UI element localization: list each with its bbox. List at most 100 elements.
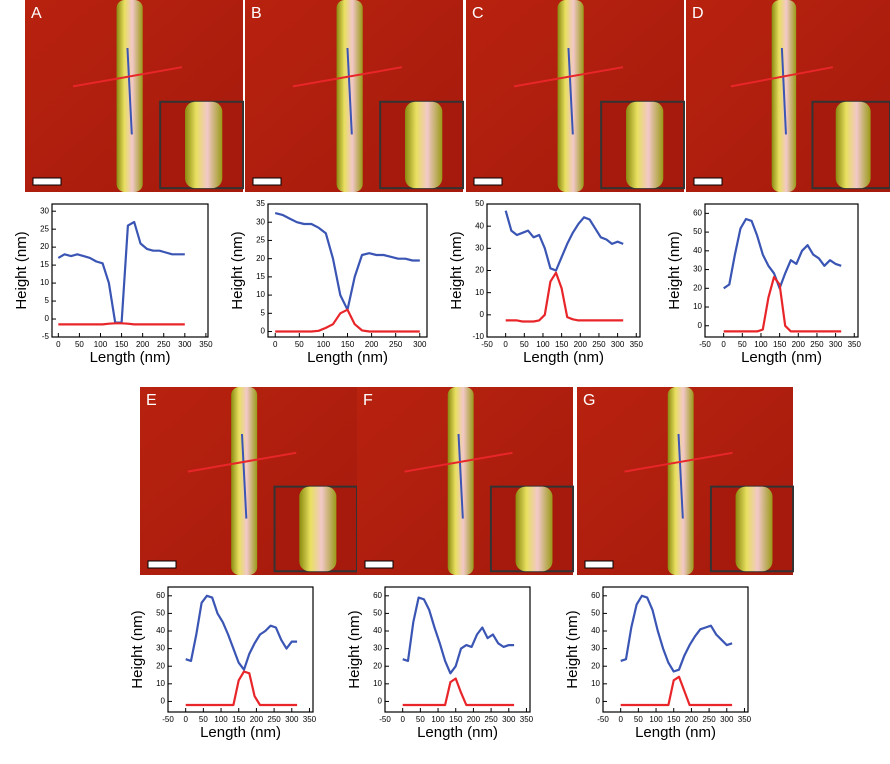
x-tick-label: 300 (413, 340, 427, 349)
profile-across (624, 451, 733, 473)
x-tick-label: 200 (792, 340, 806, 349)
x-tick-label: 350 (303, 715, 317, 724)
profile-across (292, 66, 403, 88)
profile-line (275, 308, 420, 333)
y-tick-label: 0 (161, 697, 166, 706)
scale-bar (584, 560, 614, 569)
y-axis-label: Height (nm) (229, 231, 246, 309)
x-tick-label: 200 (250, 715, 264, 724)
profile-across (513, 66, 624, 88)
y-tick-label: 10 (373, 679, 382, 688)
x-tick-label: 150 (773, 340, 787, 349)
x-tick-label: 50 (295, 340, 304, 349)
x-tick-label: 150 (555, 340, 569, 349)
inset-fiber (405, 101, 443, 189)
profile-line (620, 594, 733, 673)
profile-along (780, 47, 787, 135)
x-tick-label: 200 (685, 715, 699, 724)
x-axis-label: Length (nm) (523, 349, 604, 366)
y-axis-label: Height (nm) (666, 231, 683, 309)
afm-image: D (686, 0, 890, 192)
x-axis-label: Length (nm) (741, 349, 822, 366)
plot-frame (704, 203, 859, 338)
x-tick-label: 300 (720, 715, 734, 724)
x-axis-label: Length (nm) (307, 349, 388, 366)
x-tick-label: 200 (136, 340, 150, 349)
y-tick-label: 50 (693, 227, 702, 236)
y-tick-label: -5 (42, 332, 50, 341)
x-tick-label: 150 (232, 715, 246, 724)
x-tick-label: 100 (536, 340, 550, 349)
afm-image: C (466, 0, 685, 192)
x-tick-label: 200 (365, 340, 379, 349)
y-tick-label: 10 (256, 290, 265, 299)
panel-label: E (146, 392, 157, 409)
profile-line (402, 677, 515, 707)
x-tick-label: 200 (467, 715, 481, 724)
x-tick-label: 100 (214, 715, 228, 724)
y-tick-label: 40 (693, 246, 702, 255)
y-tick-label: 10 (591, 679, 600, 688)
y-tick-label: 20 (693, 283, 702, 292)
y-tick-label: 20 (40, 242, 49, 251)
profile-line (57, 220, 185, 324)
y-tick-label: 60 (591, 591, 600, 600)
plot-frame (167, 586, 314, 713)
profile-along (240, 433, 248, 519)
x-tick-label: 350 (199, 340, 213, 349)
x-tick-label: 150 (667, 715, 681, 724)
x-tick-label: 300 (829, 340, 843, 349)
y-axis-label: Height (nm) (129, 610, 146, 688)
profile-along (346, 47, 353, 135)
y-tick-label: 40 (373, 626, 382, 635)
y-tick-label: 25 (40, 224, 49, 233)
y-axis-label: Height (nm) (448, 231, 465, 309)
y-tick-label: 50 (373, 609, 382, 618)
panel-label: D (692, 5, 704, 22)
x-tick-label: 100 (649, 715, 663, 724)
profile-line (58, 322, 185, 326)
y-tick-label: 5 (45, 296, 50, 305)
inset-fiber (835, 101, 871, 189)
inset-fiber (515, 486, 553, 572)
y-tick-label: 20 (373, 661, 382, 670)
x-tick-label: 50 (738, 340, 747, 349)
profile-line (185, 670, 298, 707)
x-tick-label: 100 (94, 340, 108, 349)
x-tick-label: 50 (199, 715, 208, 724)
y-tick-label: -10 (472, 332, 484, 341)
y-tick-label: 30 (40, 206, 49, 215)
y-tick-label: 0 (261, 327, 266, 336)
x-tick-label: -50 (699, 340, 711, 349)
y-tick-label: 60 (156, 591, 165, 600)
x-tick-label: 350 (630, 340, 644, 349)
panel-label: B (251, 5, 262, 22)
x-tick-label: 250 (267, 715, 281, 724)
y-axis-label: Height (nm) (564, 610, 581, 688)
y-tick-label: 0 (698, 321, 703, 330)
plot-frame (51, 203, 209, 338)
y-tick-label: 30 (693, 265, 702, 274)
y-tick-label: 40 (156, 626, 165, 635)
x-axis-label: Length (nm) (200, 724, 281, 741)
x-tick-label: -50 (597, 715, 609, 724)
x-tick-label: 250 (157, 340, 171, 349)
profile-across (404, 451, 513, 473)
y-tick-label: 50 (475, 199, 484, 208)
profile-along (677, 433, 684, 519)
x-axis-label: Length (nm) (635, 724, 716, 741)
y-tick-label: 10 (693, 302, 702, 311)
y-tick-label: 10 (475, 288, 484, 297)
y-axis-label: Height (nm) (346, 610, 363, 688)
x-tick-label: 350 (848, 340, 862, 349)
scale-bar (693, 177, 723, 186)
x-tick-label: 300 (285, 715, 299, 724)
afm-image: B (245, 0, 464, 192)
scale-bar (32, 177, 62, 186)
inset-fiber (185, 101, 223, 189)
x-tick-label: 0 (721, 340, 726, 349)
x-tick-label: 0 (400, 715, 405, 724)
scale-bar (473, 177, 503, 186)
x-tick-label: 50 (634, 715, 643, 724)
profile-line (723, 217, 842, 290)
